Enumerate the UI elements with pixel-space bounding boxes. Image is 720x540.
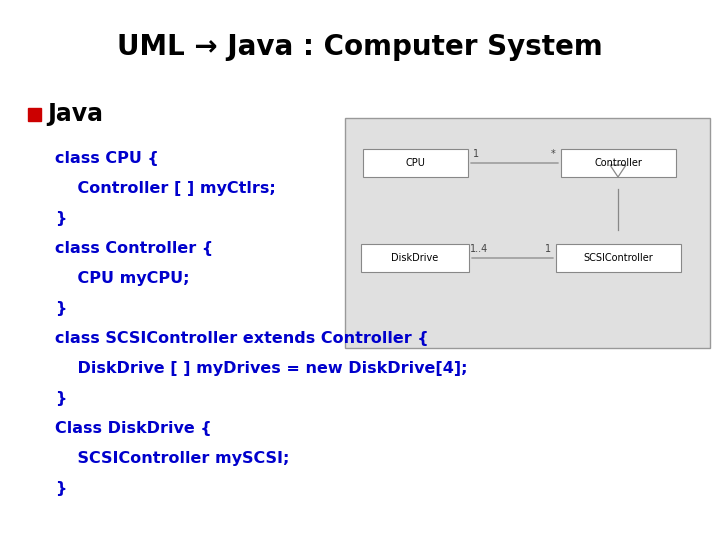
Text: Class DiskDrive {: Class DiskDrive {: [55, 421, 212, 435]
Text: }: }: [55, 390, 66, 406]
Text: }: }: [55, 211, 66, 226]
Bar: [556, 244, 680, 272]
Text: class CPU {: class CPU {: [55, 151, 159, 165]
Bar: [362, 149, 467, 177]
Text: CPU myCPU;: CPU myCPU;: [55, 271, 189, 286]
Bar: [345, 118, 710, 348]
Bar: [28, 108, 41, 121]
Text: }: }: [55, 300, 66, 315]
Text: Controller: Controller: [594, 158, 642, 168]
Text: SCSIController: SCSIController: [583, 253, 653, 263]
Bar: [361, 244, 469, 272]
Text: *: *: [551, 149, 555, 159]
Text: UML → Java : Computer System: UML → Java : Computer System: [117, 33, 603, 61]
Text: DiskDrive: DiskDrive: [392, 253, 438, 263]
Bar: [560, 149, 675, 177]
Text: SCSIController mySCSI;: SCSIController mySCSI;: [55, 450, 289, 465]
Text: class SCSIController extends Controller {: class SCSIController extends Controller …: [55, 330, 428, 346]
Text: }: }: [55, 481, 66, 496]
Text: Java: Java: [47, 103, 103, 126]
Polygon shape: [610, 165, 626, 177]
Text: 1..4: 1..4: [470, 244, 488, 254]
Text: 1: 1: [545, 244, 551, 254]
Text: DiskDrive [ ] myDrives = new DiskDrive[4];: DiskDrive [ ] myDrives = new DiskDrive[4…: [55, 361, 467, 375]
Text: class Controller {: class Controller {: [55, 240, 213, 255]
Text: 1: 1: [473, 149, 479, 159]
Text: CPU: CPU: [405, 158, 425, 168]
Text: Controller [ ] myCtlrs;: Controller [ ] myCtlrs;: [55, 180, 276, 195]
